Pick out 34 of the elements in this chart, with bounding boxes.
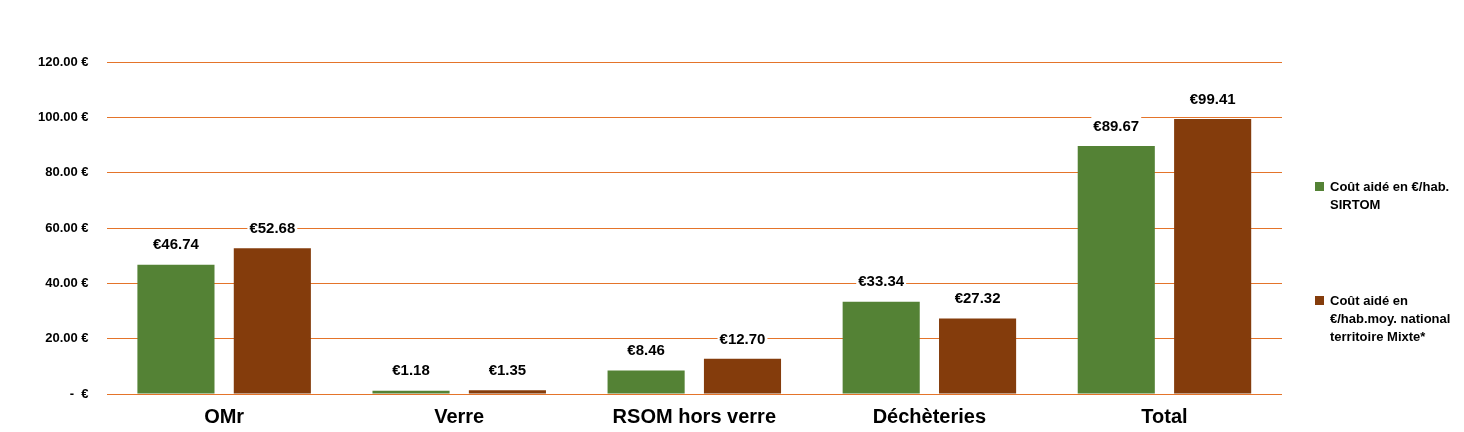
bar bbox=[137, 264, 215, 394]
data-label: €89.67 bbox=[1093, 116, 1140, 134]
x-tick-label: Déchèteries bbox=[872, 404, 987, 427]
data-label: €99.41 bbox=[1189, 89, 1236, 107]
y-tick-label: - € bbox=[69, 385, 89, 401]
y-tick-label: 120.00 € bbox=[37, 53, 89, 69]
bar bbox=[703, 358, 782, 394]
bar bbox=[1077, 145, 1155, 394]
x-tick-label: RSOM hors verre bbox=[612, 404, 776, 427]
bar bbox=[939, 318, 1017, 394]
data-label: €12.70 bbox=[719, 329, 766, 347]
data-label: €1.18 bbox=[392, 361, 430, 379]
data-label: €8.46 bbox=[627, 341, 665, 359]
bar bbox=[372, 390, 450, 394]
data-label: €1.35 bbox=[488, 360, 527, 378]
x-tick-label: OMr bbox=[204, 404, 245, 427]
x-tick-label: Verre bbox=[434, 404, 485, 427]
data-label: €27.32 bbox=[954, 289, 1001, 307]
bar bbox=[468, 390, 546, 394]
data-label: €46.74 bbox=[153, 235, 200, 253]
data-label: €52.68 bbox=[249, 218, 296, 236]
y-tick-label: 60.00 € bbox=[45, 219, 89, 235]
bar bbox=[607, 370, 685, 394]
data-label: €33.34 bbox=[858, 272, 905, 290]
bar bbox=[1174, 118, 1252, 394]
bar bbox=[233, 248, 311, 394]
y-tick-label: 80.00 € bbox=[45, 164, 89, 180]
y-tick-label: 40.00 € bbox=[45, 274, 89, 290]
bar bbox=[842, 301, 920, 394]
legend-label: Coût aidé en €/hab. SIRTOM bbox=[1330, 178, 1451, 214]
y-tick-label: 20.00 € bbox=[45, 330, 89, 346]
y-tick-label: 100.00 € bbox=[37, 108, 89, 124]
x-tick-label: Total bbox=[1141, 404, 1188, 427]
legend-label: Coût aidé en €/hab.moy. national territoire Mixte* bbox=[1330, 292, 1452, 346]
